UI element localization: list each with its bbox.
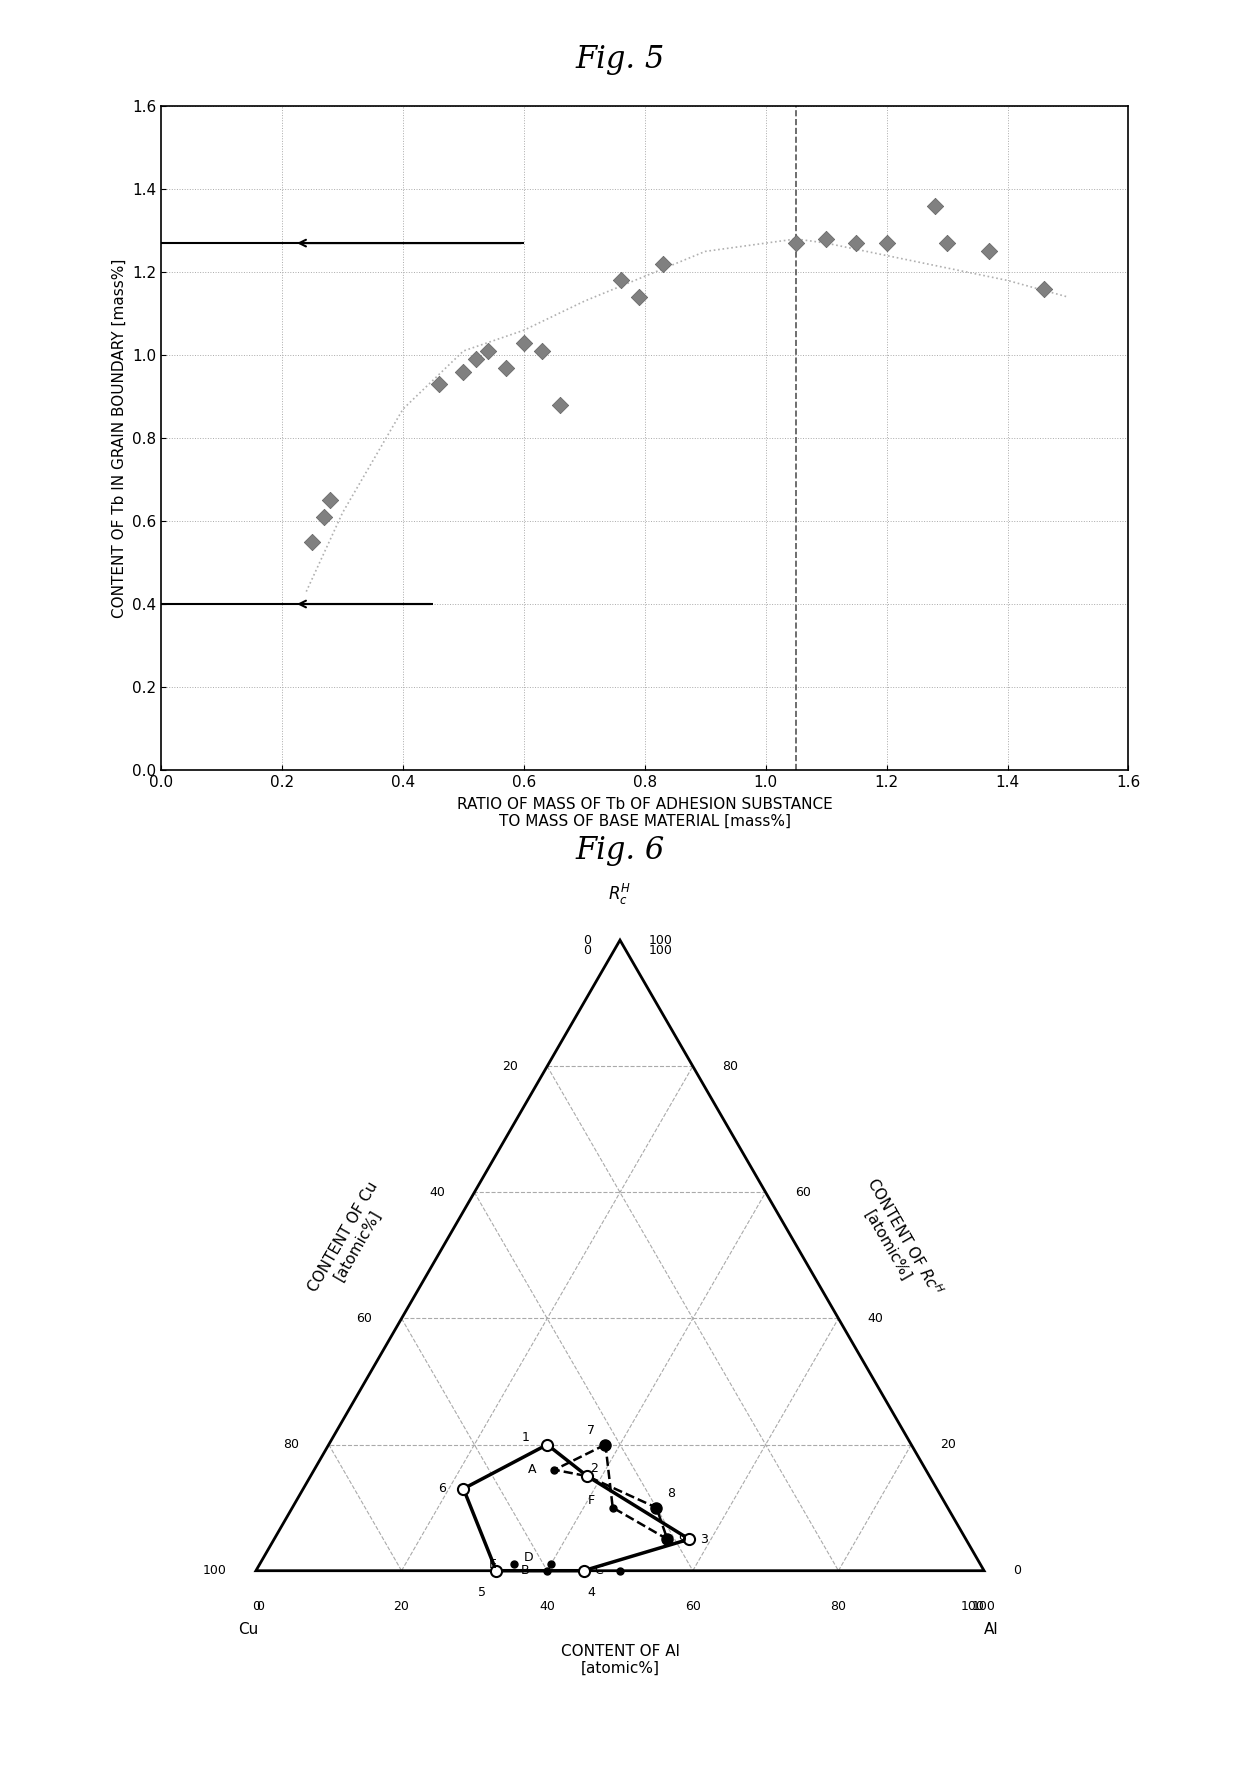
Text: 60: 60 [795, 1186, 811, 1198]
Text: D: D [525, 1551, 533, 1563]
Text: $R_c^H$: $R_c^H$ [609, 881, 631, 908]
Text: 0: 0 [583, 943, 591, 958]
Point [980, 237, 999, 266]
Text: 20: 20 [940, 1437, 956, 1451]
Text: 2: 2 [590, 1462, 599, 1476]
Text: CONTENT OF $Rc^H$
[atomic%]: CONTENT OF $Rc^H$ [atomic%] [848, 1174, 946, 1308]
Text: 5: 5 [477, 1586, 486, 1598]
Text: 3: 3 [699, 1533, 708, 1545]
Point [532, 336, 552, 365]
Point [320, 487, 340, 515]
Text: Cu: Cu [238, 1621, 259, 1637]
Text: 40: 40 [429, 1186, 445, 1198]
Text: B: B [521, 1565, 529, 1577]
X-axis label: RATIO OF MASS OF Tb OF ADHESION SUBSTANCE
TO MASS OF BASE MATERIAL [mass%]: RATIO OF MASS OF Tb OF ADHESION SUBSTANC… [456, 796, 833, 828]
Text: 9: 9 [678, 1533, 686, 1545]
Text: A: A [528, 1464, 537, 1476]
Text: 80: 80 [284, 1437, 300, 1451]
Point [653, 250, 673, 278]
Point [611, 266, 631, 294]
Point [303, 527, 322, 556]
Text: 6: 6 [438, 1481, 445, 1496]
Point [847, 228, 867, 257]
Point [454, 358, 474, 386]
Text: CONTENT OF Al
[atomic%]: CONTENT OF Al [atomic%] [560, 1644, 680, 1676]
Point [513, 329, 533, 358]
Text: 20: 20 [393, 1600, 409, 1612]
Text: CONTENT OF Cu
[atomic%]: CONTENT OF Cu [atomic%] [305, 1179, 396, 1303]
Point [816, 225, 836, 253]
Point [429, 370, 449, 398]
Text: 40: 40 [868, 1312, 883, 1326]
Point [937, 228, 957, 257]
Text: 60: 60 [357, 1312, 372, 1326]
Point [496, 354, 516, 382]
Text: 0: 0 [252, 1600, 260, 1612]
Text: 80: 80 [722, 1060, 738, 1073]
Text: 100: 100 [972, 1600, 996, 1612]
Text: 100: 100 [649, 933, 673, 947]
Point [477, 336, 497, 365]
Text: 8: 8 [667, 1487, 675, 1499]
Text: 40: 40 [539, 1600, 556, 1612]
Point [925, 191, 945, 219]
Text: Fig. 5: Fig. 5 [575, 44, 665, 76]
Text: F: F [588, 1494, 594, 1506]
Text: 0: 0 [1013, 1565, 1022, 1577]
Text: 100: 100 [203, 1565, 227, 1577]
Text: 4: 4 [587, 1586, 595, 1598]
Text: 60: 60 [684, 1600, 701, 1612]
Text: Al: Al [985, 1621, 998, 1637]
Text: 100: 100 [960, 1600, 985, 1612]
Point [877, 228, 897, 257]
Point [551, 391, 570, 419]
Text: 7: 7 [587, 1423, 595, 1437]
Point [786, 228, 806, 257]
Point [466, 345, 486, 373]
Text: 20: 20 [502, 1060, 518, 1073]
Text: C: C [594, 1565, 603, 1577]
Point [629, 283, 649, 312]
Text: 80: 80 [831, 1600, 847, 1612]
Text: 100: 100 [649, 943, 673, 958]
Point [315, 503, 335, 531]
Text: 0: 0 [255, 1600, 264, 1612]
Point [1034, 274, 1054, 303]
Y-axis label: CONTENT OF Tb IN GRAIN BOUNDARY [mass%]: CONTENT OF Tb IN GRAIN BOUNDARY [mass%] [112, 258, 126, 618]
Text: 0: 0 [583, 933, 591, 947]
Text: E: E [489, 1558, 496, 1572]
Text: Fig. 6: Fig. 6 [575, 835, 665, 867]
Text: 1: 1 [521, 1430, 529, 1444]
